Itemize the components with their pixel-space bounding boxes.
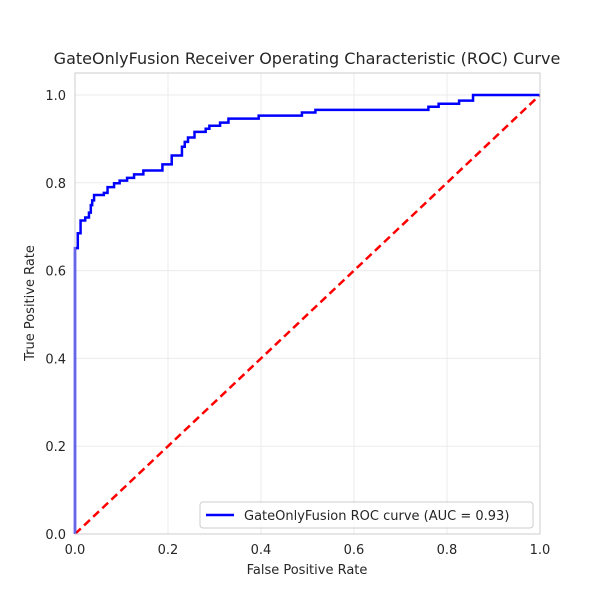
x-tick-label: 0.6 (344, 543, 365, 558)
x-tick-label: 0.0 (65, 543, 86, 558)
chart-title: GateOnlyFusion Receiver Operating Charac… (54, 49, 561, 68)
plot-frame (74, 72, 541, 535)
y-tick-label: 0.6 (45, 265, 66, 280)
x-tick-label: 0.4 (251, 543, 272, 558)
y-tick-label: 0.4 (45, 352, 66, 367)
y-tick-label: 0.0 (45, 528, 66, 543)
y-tick-label: 0.2 (45, 440, 66, 455)
y-tick-label: 0.8 (45, 177, 66, 192)
x-tick-label: 0.8 (437, 543, 458, 558)
roc-curve-line (73, 93, 540, 534)
y-axis-label: True Positive Rate (23, 245, 38, 362)
x-tick-label: 0.2 (158, 543, 179, 558)
grid (74, 73, 541, 535)
y-tick-label: 1.0 (45, 89, 66, 104)
axis-ticks: 0.0 0.2 0.4 0.6 0.8 1.0 0.0 0.2 0.4 0.6 0.8 1.0 (45, 89, 550, 558)
legend-box (199, 501, 534, 529)
legend-roc-label: GateOnlyFusion ROC curve (AUC = 0.93) (244, 509, 509, 524)
x-axis-label: False Positive Rate (247, 563, 368, 578)
plot-series (73, 93, 541, 535)
x-tick-label: 1.0 (530, 543, 551, 558)
chance-diagonal-line (74, 94, 541, 535)
legend: GateOnlyFusion ROC curve (AUC = 0.93) (199, 501, 534, 529)
